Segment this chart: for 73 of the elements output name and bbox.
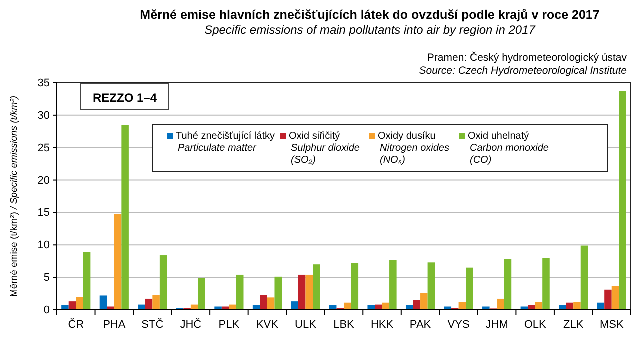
bar <box>458 302 466 310</box>
bar <box>260 295 268 310</box>
x-tick-label: STČ <box>142 318 164 331</box>
legend-label: Tuhé znečišťující látky Particulate matter <box>176 131 275 154</box>
x-tick-label: KVK <box>256 319 280 331</box>
bar <box>298 274 306 310</box>
bar <box>76 297 84 310</box>
bar <box>160 256 168 310</box>
bar <box>351 263 359 310</box>
bar <box>236 274 244 310</box>
bar <box>390 260 397 310</box>
bar <box>274 276 282 310</box>
x-tick-label: JHM <box>486 319 508 331</box>
bar <box>612 286 620 310</box>
y-axis-title: Měrné emise (t/km²) / Specific emissions (t/km²) <box>9 96 20 298</box>
bar <box>406 305 414 310</box>
bar <box>306 274 314 310</box>
source-note: Source: Czech Hydrometeorological Institute <box>419 65 628 77</box>
bar <box>428 262 436 310</box>
y-tick-label: 25 <box>38 142 50 154</box>
label-box: REZZO 1–4 <box>80 84 170 110</box>
x-tick-label: HKK <box>370 319 394 331</box>
bar <box>559 305 566 310</box>
y-tick-label: 0 <box>44 304 50 317</box>
x-tick-label: PHA <box>103 319 126 331</box>
bar <box>198 278 206 310</box>
bar <box>114 214 122 310</box>
bar <box>574 302 581 310</box>
x-tick-label: PAK <box>410 319 432 331</box>
bar <box>267 298 275 310</box>
x-tick-label: JHČ <box>180 318 202 331</box>
bar <box>122 125 129 310</box>
bar <box>62 305 69 310</box>
bar <box>313 264 320 310</box>
bar <box>604 290 612 310</box>
bar <box>497 298 504 310</box>
y-tick-label: 35 <box>38 78 50 90</box>
chart-title: Měrné emise hlavních znečišťujících látek do ovzduší podle krajů v roce 2017 <box>140 8 600 22</box>
x-tick-label: VYS <box>448 319 470 331</box>
y-tick-label: 20 <box>38 174 50 187</box>
x-tick-label: OLK <box>524 319 547 331</box>
bar <box>83 252 91 310</box>
legend-label: Oxid siřičitý Sulphur dioxide (SO₂) <box>289 131 360 166</box>
bar <box>145 298 153 310</box>
bar <box>68 302 76 310</box>
annotation: REZZO 1–4 <box>92 91 158 105</box>
y-tick-label: 15 <box>38 207 50 220</box>
x-tick-label: LBK <box>334 319 356 331</box>
chart-subtitle: Specific emissions of main pollutants into air by region in 2017 <box>204 23 537 37</box>
x-tick-label: ULK <box>295 319 318 331</box>
y-tick-label: 5 <box>44 272 50 284</box>
bar <box>368 305 375 310</box>
x-tick-label: ZLK <box>564 319 584 331</box>
bar <box>344 302 352 310</box>
bar <box>542 258 550 310</box>
x-tick-label: MSK <box>600 319 624 331</box>
y-tick-label: 10 <box>38 240 50 252</box>
bar <box>152 295 160 310</box>
x-tick-label: ČR <box>68 318 84 331</box>
legend-label: Oxid uhelnatý Carbon monoxide (CO) <box>468 131 550 166</box>
y-tick-label: 30 <box>38 110 50 122</box>
legend-label: Oxidy dusíku Nitrogen oxides (NOₓ) <box>378 131 450 166</box>
text: Pramen: Český hydrometeorologický ústav <box>427 51 628 64</box>
bar <box>100 296 108 310</box>
x-tick-label: PLK <box>218 319 240 331</box>
bar <box>580 246 588 310</box>
bar <box>528 305 536 310</box>
bar <box>535 302 543 310</box>
bar <box>420 293 428 310</box>
bar <box>504 259 512 310</box>
bar <box>291 302 298 310</box>
bar <box>619 91 626 310</box>
bar <box>466 268 474 310</box>
